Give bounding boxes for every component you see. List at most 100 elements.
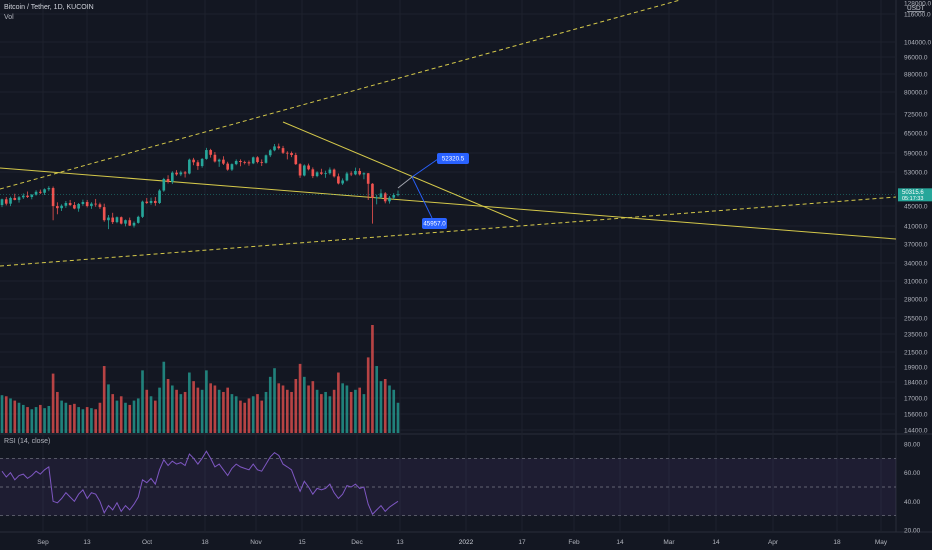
trendline-channel-top [0, 0, 681, 190]
volume-bar [21, 404, 25, 433]
volume-bar [320, 394, 323, 433]
symbol-title[interactable]: Bitcoin / Tether, 1D, KUCOIN [4, 4, 94, 11]
volume-bar [34, 407, 38, 433]
target-up-tag [437, 153, 469, 164]
volume-bar [102, 366, 106, 433]
price-tick-label: 96000.0 [904, 55, 928, 62]
volume-bar [354, 389, 357, 433]
time-tick-label: Oct [142, 539, 152, 546]
time-tick-label: 13 [396, 539, 404, 546]
candle-body [149, 200, 153, 203]
candle-body [362, 173, 366, 175]
candle-body [281, 148, 285, 153]
volume-bar [383, 379, 387, 433]
volume-bar [119, 396, 123, 433]
candle-body [358, 170, 361, 175]
candle-body [196, 162, 200, 167]
candle-body [379, 193, 383, 198]
candle-body [30, 194, 34, 197]
volume-bar [26, 407, 29, 433]
candle-body [64, 202, 68, 206]
volume-bar [111, 394, 115, 433]
time-tick-label: Apr [768, 539, 779, 546]
candle-body [243, 162, 247, 163]
volume-bar [175, 389, 178, 433]
candle-body [328, 169, 332, 174]
volume-bar [341, 383, 344, 433]
target-down-value: 45957.0 [423, 221, 446, 228]
candle-body [26, 195, 29, 197]
candle-body [345, 173, 349, 181]
candle-body [94, 203, 97, 205]
volume-bar [303, 376, 306, 433]
volume-bar [349, 391, 353, 433]
candle-body [392, 195, 396, 198]
candle-body [320, 172, 323, 174]
volume-bar [107, 384, 110, 433]
volume-bar [209, 383, 212, 433]
volume-bar [298, 363, 302, 433]
candle-body [324, 173, 327, 175]
candle-body [332, 169, 336, 177]
rsi-legend[interactable]: RSI (14, close) [4, 438, 51, 445]
candle-body [388, 197, 391, 202]
volume-bar [158, 387, 161, 433]
candle-body [132, 222, 136, 226]
candle-body [188, 159, 191, 174]
candle-body [90, 203, 93, 207]
volume-bar [81, 409, 85, 433]
candle-body [260, 162, 264, 163]
volume-bar [153, 400, 157, 433]
candle-body [251, 157, 255, 164]
candle-body [303, 165, 306, 176]
candle-body [56, 206, 59, 209]
time-tick-label: Feb [568, 539, 580, 546]
volume-bar [315, 389, 319, 433]
candle-body [128, 220, 132, 226]
volume-bar [213, 385, 217, 433]
candle-body [13, 197, 17, 200]
candle-body [124, 220, 127, 224]
price-tick-label: 25500.0 [904, 316, 928, 323]
volume-bar [47, 406, 51, 433]
volume-bar [188, 372, 191, 433]
candle-body [158, 190, 161, 203]
time-tick-label: Dec [351, 539, 363, 546]
volume-bar [366, 357, 370, 433]
rsi-tick-label: 20.00 [904, 528, 921, 535]
volume-bar [171, 385, 174, 433]
volume-bar [85, 407, 89, 433]
candle-body [60, 205, 63, 209]
volume-legend[interactable]: Vol [4, 14, 14, 21]
volume-bar [332, 389, 336, 433]
volume-bar [375, 366, 379, 433]
forecast-up-line [411, 158, 439, 178]
candle-body [68, 202, 72, 206]
price-tick-label: 116000.0 [904, 12, 931, 19]
volume-bar [205, 370, 208, 433]
volume-bar [145, 389, 149, 433]
candle-body [290, 153, 293, 156]
candle-body [311, 169, 315, 177]
volume-bar [337, 372, 340, 433]
candle-body [277, 146, 281, 149]
volume-bar [200, 389, 204, 433]
candle-body [47, 188, 51, 190]
price-tick-label: 15600.0 [904, 412, 928, 419]
candle-body [77, 204, 80, 209]
time-tick-label: 17 [518, 539, 526, 546]
time-tick-label: 14 [616, 539, 624, 546]
candle-body [51, 188, 55, 207]
volume-bar [217, 389, 221, 433]
volume-bar [39, 404, 42, 433]
price-tick-label: 59000.0 [904, 151, 928, 158]
candle-body [205, 150, 208, 159]
candle-body [183, 172, 187, 174]
volume-bar [239, 400, 242, 433]
candle-body [171, 172, 174, 182]
volume-bar [17, 402, 21, 433]
candle-body [375, 197, 379, 199]
volume-bar [124, 402, 127, 433]
volume-bar [396, 402, 400, 433]
